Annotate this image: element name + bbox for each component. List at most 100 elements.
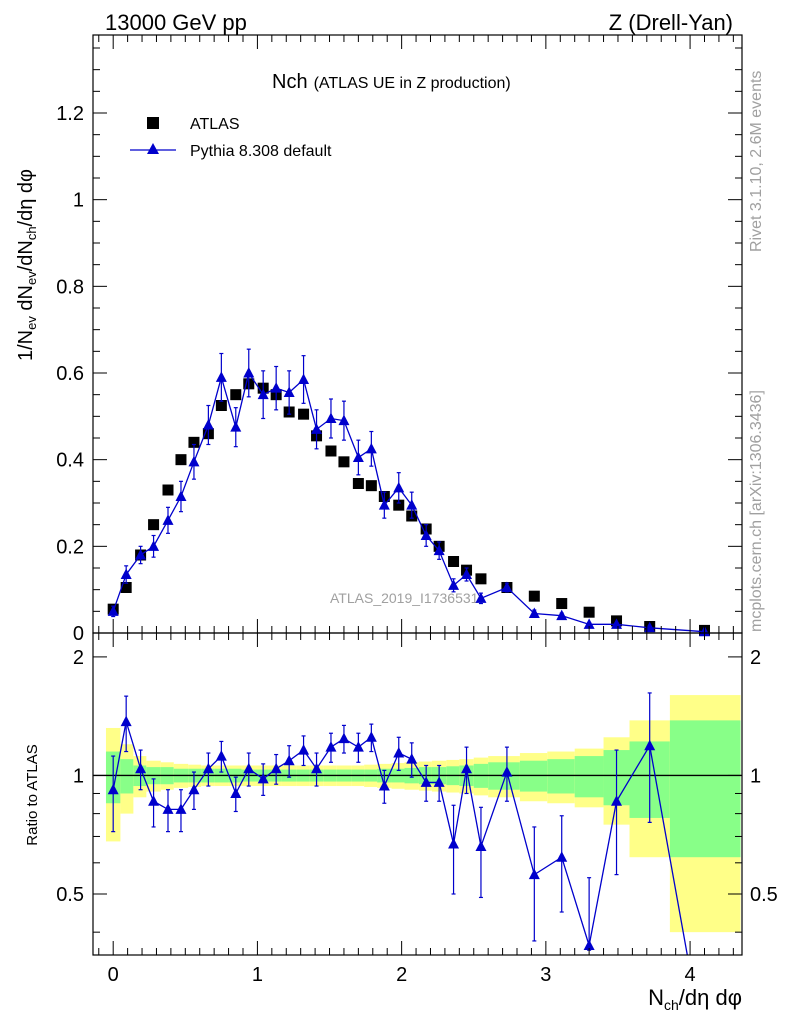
atlas-point-6 — [188, 436, 200, 448]
ratio-errorbar-33 — [647, 692, 652, 823]
pythia-point-11 — [257, 388, 269, 400]
atlas-point-25 — [448, 556, 460, 567]
pythia-point-9 — [230, 421, 242, 432]
ratio-point-17 — [338, 732, 350, 744]
ratio-point-9 — [230, 787, 242, 798]
pythia-point-18 — [352, 451, 364, 462]
legend-marker-atlas — [147, 117, 159, 129]
main-series-layer — [107, 348, 711, 637]
x-tick-label: 2 — [396, 964, 407, 986]
legend: ATLAS Pythia 8.308 default — [130, 116, 332, 160]
atlas-point-1 — [120, 582, 132, 593]
pythia-point-16 — [325, 412, 337, 423]
pythia-point-23 — [420, 529, 432, 540]
main-y-tick-label: 0 — [73, 623, 84, 645]
atlas-point-16 — [325, 445, 337, 457]
ratio-errorbar-25 — [451, 804, 456, 895]
pythia-point-19 — [365, 442, 377, 454]
ratio-point-7 — [202, 762, 214, 774]
pythia-point-10 — [243, 367, 255, 378]
atlas-point-17 — [338, 456, 350, 468]
pythia-point-14 — [298, 373, 310, 384]
main-y-axis-label: 1/Nev dNev/dNch/dη dφ — [15, 169, 39, 361]
green-band-1 — [120, 759, 134, 794]
ratio-point-11 — [257, 772, 269, 784]
ratio-point-3 — [148, 795, 160, 806]
pythia-point-26 — [461, 568, 473, 579]
ratio-point-21 — [393, 747, 405, 758]
pythia-point-8 — [215, 371, 227, 382]
main-y-tick-label: 0.6 — [56, 363, 84, 385]
legend-label-pythia: Pythia 8.308 default — [190, 143, 332, 160]
ratio-uncertainty-bands — [93, 695, 742, 933]
analysis-watermark: ATLAS_2019_I1736531 — [330, 590, 479, 606]
pythia-point-22 — [406, 499, 418, 510]
chart-title: Nch (ATLAS UE in Z production) — [272, 71, 511, 93]
ratio-series-layer — [107, 692, 688, 955]
atlas-point-8 — [215, 400, 227, 411]
pythia-point-5 — [175, 490, 187, 501]
green-band-31 — [574, 756, 604, 798]
rivet-version-label: Rivet 3.1.10, 2.6M events — [748, 71, 765, 252]
atlas-point-14 — [298, 408, 310, 420]
ratio-point-4 — [162, 803, 174, 814]
ratio-y-tick-label-left: 2 — [73, 647, 84, 669]
atlas-point-21 — [393, 499, 405, 511]
ratio-point-25 — [448, 837, 460, 849]
ratio-point-16 — [325, 741, 337, 752]
x-tick-label: 4 — [685, 964, 696, 986]
header-right-label: Z (Drell-Yan) — [609, 10, 733, 35]
atlas-point-4 — [162, 484, 174, 496]
ratio-point-14 — [298, 744, 310, 755]
ratio-panel-frame: 0.5 0.5 1 1 2 2 0 1 2 3 4 — [56, 632, 778, 986]
atlas-point-18 — [352, 478, 364, 489]
atlas-point-9 — [230, 389, 242, 401]
ratio-errorbar-27 — [478, 806, 483, 899]
ratio-errorbar-29 — [532, 826, 537, 942]
pythia-point-32 — [611, 618, 623, 629]
pythia-point-28 — [501, 581, 513, 592]
x-tick-label: 1 — [252, 964, 263, 986]
atlas-point-3 — [148, 519, 160, 531]
ratio-point-13 — [283, 754, 295, 766]
pythia-point-7 — [202, 419, 214, 430]
atlas-point-31 — [583, 606, 595, 618]
atlas-point-5 — [175, 454, 187, 466]
ratio-y-tick-label-left: 0.5 — [56, 884, 84, 906]
ratio-point-6 — [188, 783, 200, 795]
pythia-point-24 — [433, 544, 445, 556]
ratio-frame-border — [92, 632, 743, 956]
pythia-point-31 — [583, 618, 595, 629]
x-tick-label: 0 — [108, 964, 119, 986]
ratio-point-8 — [215, 750, 227, 761]
pythia-point-29 — [528, 607, 540, 618]
ratio-point-27 — [475, 840, 487, 852]
pythia-point-4 — [162, 514, 174, 525]
pythia-point-25 — [448, 579, 460, 590]
ratio-y-tick-label-right: 0.5 — [750, 884, 778, 906]
ratio-errorbar-30 — [559, 815, 564, 913]
green-band-29 — [519, 760, 548, 792]
pythia-point-12 — [270, 382, 282, 393]
pythia-point-6 — [188, 455, 200, 467]
ratio-point-19 — [365, 731, 377, 742]
ratio-point-28 — [501, 766, 513, 777]
mcplots-source-label: mcplots.cern.ch [arXiv:1306.3436] — [748, 390, 765, 632]
header-left-label: 13000 GeV pp — [105, 10, 247, 35]
main-y-tick-label: 0.2 — [56, 536, 84, 558]
pythia-point-0 — [107, 605, 119, 616]
pythia-point-30 — [556, 609, 568, 621]
ratio-series-clip — [107, 692, 688, 955]
pythia-point-17 — [338, 414, 350, 426]
main-y-tick-label: 0.8 — [56, 276, 84, 298]
ratio-point-22 — [406, 753, 418, 764]
main-y-tick-label: 0.4 — [56, 450, 84, 472]
legend-label-atlas: ATLAS — [190, 116, 240, 133]
ratio-point-0 — [107, 783, 119, 795]
pythia-point-21 — [393, 481, 405, 493]
green-band-34 — [669, 720, 741, 858]
atlas-point-30 — [556, 598, 568, 610]
ratio-point-24 — [433, 776, 445, 787]
ratio-point-5 — [175, 803, 187, 814]
